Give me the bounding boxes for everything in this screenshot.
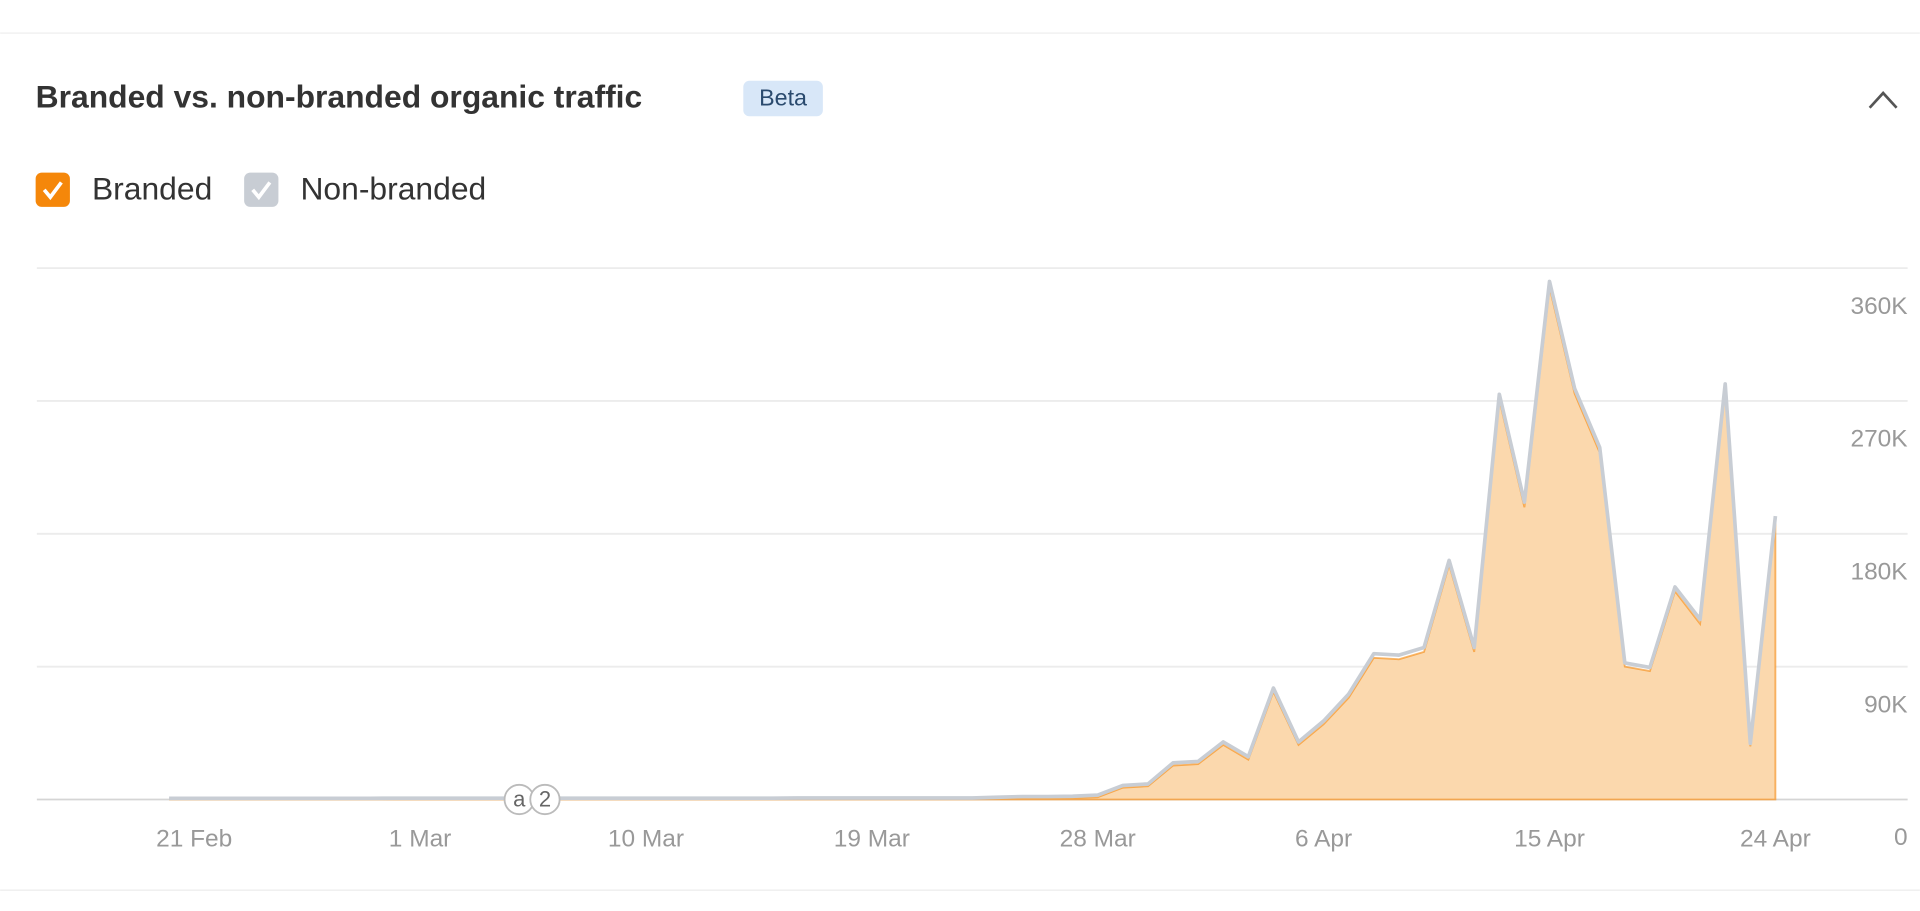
widget-title: Branded vs. non-branded organic traffic (36, 79, 643, 115)
legend-checkbox[interactable] (244, 172, 279, 207)
badge-bg (743, 80, 823, 117)
checkmark (42, 181, 63, 201)
y-tick-label: 360K (1850, 293, 1908, 320)
badge: Beta (759, 84, 807, 110)
x-tick-label: 24 Apr (1740, 825, 1811, 852)
y-tick-label: 270K (1850, 426, 1908, 453)
x-tick-label: 19 Mar (834, 825, 910, 852)
x-tick-label: 15 Apr (1514, 825, 1585, 852)
x-tick-label: 21 Feb (156, 825, 232, 852)
x-tick-label: 1 Mar (389, 825, 452, 852)
y-tick-label: 90K (1864, 691, 1908, 718)
collapse-chevron[interactable] (1868, 91, 1898, 109)
y-tick-label: 0 (1894, 824, 1908, 851)
branded-area (169, 287, 1777, 801)
legend-checkbox[interactable] (35, 172, 70, 207)
annotation-marker[interactable] (529, 783, 561, 816)
legend-label[interactable]: Branded (92, 170, 212, 206)
annotation-label[interactable]: 2 (539, 787, 551, 812)
legend-label[interactable]: Non-branded (300, 170, 486, 206)
x-tick-label: 6 Apr (1295, 825, 1352, 852)
non-branded-line (169, 279, 1778, 801)
x-tick-label: 10 Mar (608, 825, 684, 852)
checkmark (251, 181, 272, 201)
x-tick-label: 28 Mar (1060, 825, 1136, 852)
y-tick-label: 180K (1850, 558, 1908, 585)
annotation-label[interactable]: a (513, 787, 526, 812)
